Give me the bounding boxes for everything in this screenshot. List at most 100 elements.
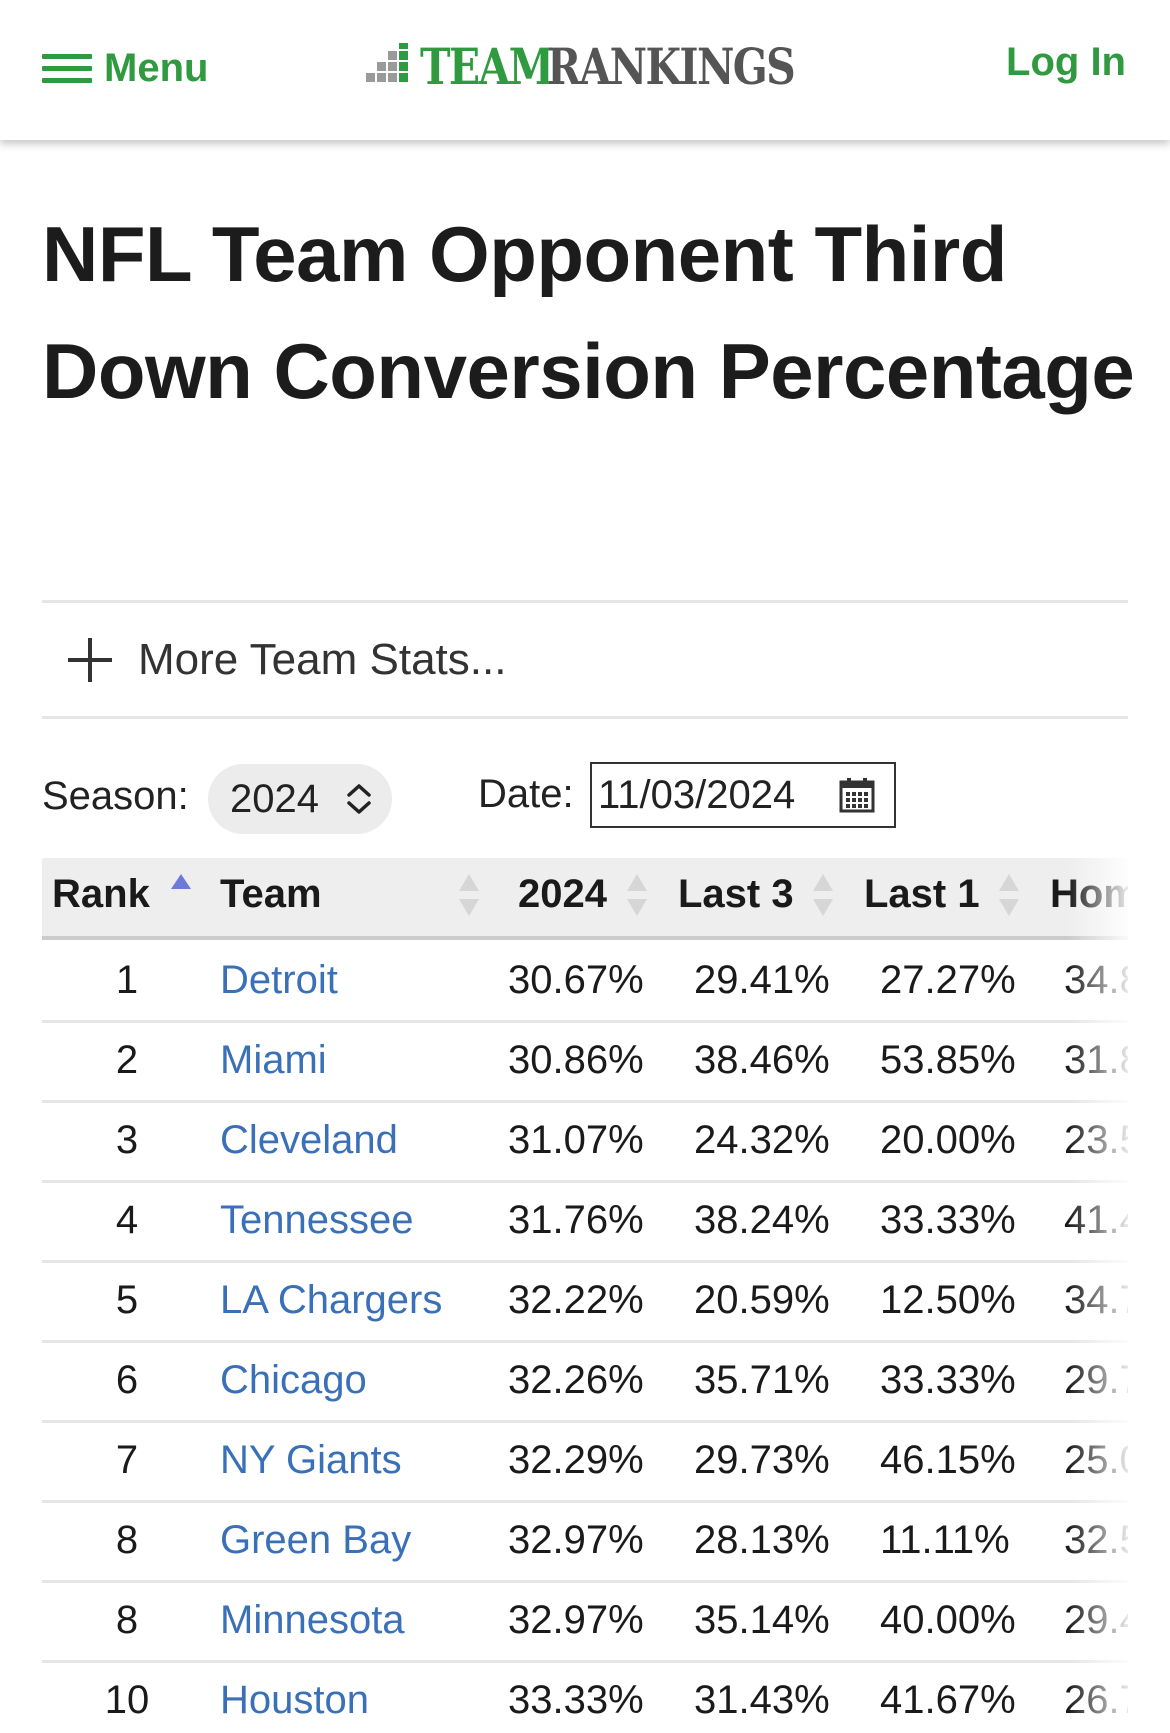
team-link[interactable]: Houston [220,1678,369,1722]
column-header-last-3[interactable]: Last 3 [678,872,794,916]
rank-cell: 5 [115,1278,139,1322]
more-team-stats-toggle[interactable]: More Team Stats... [68,630,506,690]
table-row: 1 Detroit 30.67% 29.41% 27.27% 34.8 [42,940,1128,1023]
rank-cell: 6 [115,1358,139,1402]
table-row: 4 Tennessee 31.76% 38.24% 33.33% 41.4 [42,1180,1128,1263]
team-link[interactable]: Tennessee [220,1198,414,1242]
table-row: 2 Miami 30.86% 38.46% 53.85% 31.8 [42,1020,1128,1103]
team-link[interactable]: Green Bay [220,1518,412,1562]
value-2024-cell: 30.67% [508,958,644,1002]
table-row: 5 LA Chargers 32.22% 20.59% 12.50% 34.7 [42,1260,1128,1343]
column-header-last-1[interactable]: Last 1 [864,872,980,916]
value-last-1-cell: 12.50% [880,1278,1016,1322]
team-link[interactable]: Miami [220,1038,327,1082]
calendar-icon[interactable] [838,776,876,814]
value-last-3-cell: 31.43% [694,1678,830,1722]
sort-unsorted-icon[interactable] [458,872,480,918]
menu-button[interactable]: Menu [42,44,208,92]
logo-text-team: TEAM [420,36,554,96]
value-last-1-cell: 11.11% [880,1518,1010,1562]
date-input[interactable]: 11/03/2024 [590,762,896,828]
value-last-3-cell: 38.46% [694,1038,830,1082]
more-team-stats-label: More Team Stats... [138,635,507,684]
value-last-1-cell: 20.00% [880,1118,1016,1162]
value-home-cell: 31.8 [1064,1038,1128,1082]
plus-icon [68,638,112,682]
value-last-1-cell: 33.33% [880,1198,1016,1242]
value-last-1-cell: 41.67% [880,1678,1016,1722]
date-label: Date: [478,772,574,816]
value-last-1-cell: 27.27% [880,958,1016,1002]
value-2024-cell: 32.26% [508,1358,644,1402]
value-home-cell: 26.7 [1064,1678,1128,1722]
value-home-cell: 34.8 [1064,958,1128,1002]
value-last-1-cell: 53.85% [880,1038,1016,1082]
rank-cell: 2 [115,1038,139,1082]
team-link[interactable]: Cleveland [220,1118,398,1162]
site-logo[interactable]: TEAM RANKINGS [366,36,849,96]
chevron-up-down-icon [347,784,371,814]
login-link[interactable]: Log In [1006,40,1126,84]
value-2024-cell: 32.97% [508,1598,644,1642]
value-2024-cell: 32.97% [508,1518,644,1562]
table-header-row: Rank Team 2024 Last 3 Last 1 Hom [42,858,1128,940]
value-home-cell: 29.7 [1064,1358,1128,1402]
rank-cell: 8 [115,1518,139,1562]
team-link[interactable]: LA Chargers [220,1278,443,1322]
table-row: 8 Green Bay 32.97% 28.13% 11.11% 32.5 [42,1500,1128,1583]
rank-cell: 3 [115,1118,139,1162]
value-2024-cell: 32.22% [508,1278,644,1322]
divider-bottom [42,716,1128,719]
sort-unsorted-icon[interactable] [812,872,834,918]
value-2024-cell: 31.07% [508,1118,644,1162]
rank-cell: 8 [115,1598,139,1642]
value-2024-cell: 33.33% [508,1678,644,1722]
value-home-cell: 29.4 [1064,1598,1128,1642]
season-select[interactable]: 2024 [208,764,392,834]
team-link[interactable]: Chicago [220,1358,367,1402]
top-nav-bar: Menu TEAM RANKINGS Log In [0,0,1170,140]
value-home-cell: 32.5 [1064,1518,1128,1562]
sort-unsorted-icon[interactable] [626,872,648,918]
value-last-3-cell: 29.41% [694,958,830,1002]
season-value: 2024 [230,776,319,821]
stats-table: Rank Team 2024 Last 3 Last 1 Hom 1 Detro… [42,858,1128,1733]
season-label: Season: [42,774,189,818]
rank-cell: 10 [104,1678,150,1722]
table-row: 6 Chicago 32.26% 35.71% 33.33% 29.7 [42,1340,1128,1423]
value-2024-cell: 30.86% [508,1038,644,1082]
bar-chart-logo-icon [366,43,408,82]
table-row: 3 Cleveland 31.07% 24.32% 20.00% 23.5 [42,1100,1128,1183]
value-2024-cell: 32.29% [508,1438,644,1482]
value-2024-cell: 31.76% [508,1198,644,1242]
value-last-3-cell: 28.13% [694,1518,830,1562]
value-last-3-cell: 35.14% [694,1598,830,1642]
sort-unsorted-icon[interactable] [998,872,1020,918]
rank-cell: 7 [115,1438,139,1482]
divider-top [42,600,1128,603]
column-header-team[interactable]: Team [220,872,322,916]
table-row: 10 Houston 33.33% 31.43% 41.67% 26.7 [42,1660,1128,1733]
logo-text-rankings: RANKINGS [547,36,796,96]
sort-ascending-icon[interactable] [170,872,192,912]
value-last-1-cell: 46.15% [880,1438,1016,1482]
value-home-cell: 25.0 [1064,1438,1128,1482]
column-header-rank[interactable]: Rank [52,872,150,916]
team-link[interactable]: Minnesota [220,1598,405,1642]
value-home-cell: 34.7 [1064,1278,1128,1322]
value-home-cell: 41.4 [1064,1198,1128,1242]
value-last-3-cell: 38.24% [694,1198,830,1242]
table-row: 7 NY Giants 32.29% 29.73% 46.15% 25.0 [42,1420,1128,1503]
hamburger-icon [42,52,92,84]
column-header-home[interactable]: Hom [1050,872,1128,916]
value-home-cell: 23.5 [1064,1118,1128,1162]
team-link[interactable]: Detroit [220,958,338,1002]
value-last-1-cell: 33.33% [880,1358,1016,1402]
page-title: NFL Team Opponent Third Down Conversion … [42,210,1135,415]
menu-label: Menu [104,45,209,90]
team-link[interactable]: NY Giants [220,1438,402,1482]
column-header-2024[interactable]: 2024 [518,872,607,916]
rank-cell: 4 [115,1198,139,1242]
rank-cell: 1 [115,958,139,1002]
value-last-3-cell: 29.73% [694,1438,830,1482]
